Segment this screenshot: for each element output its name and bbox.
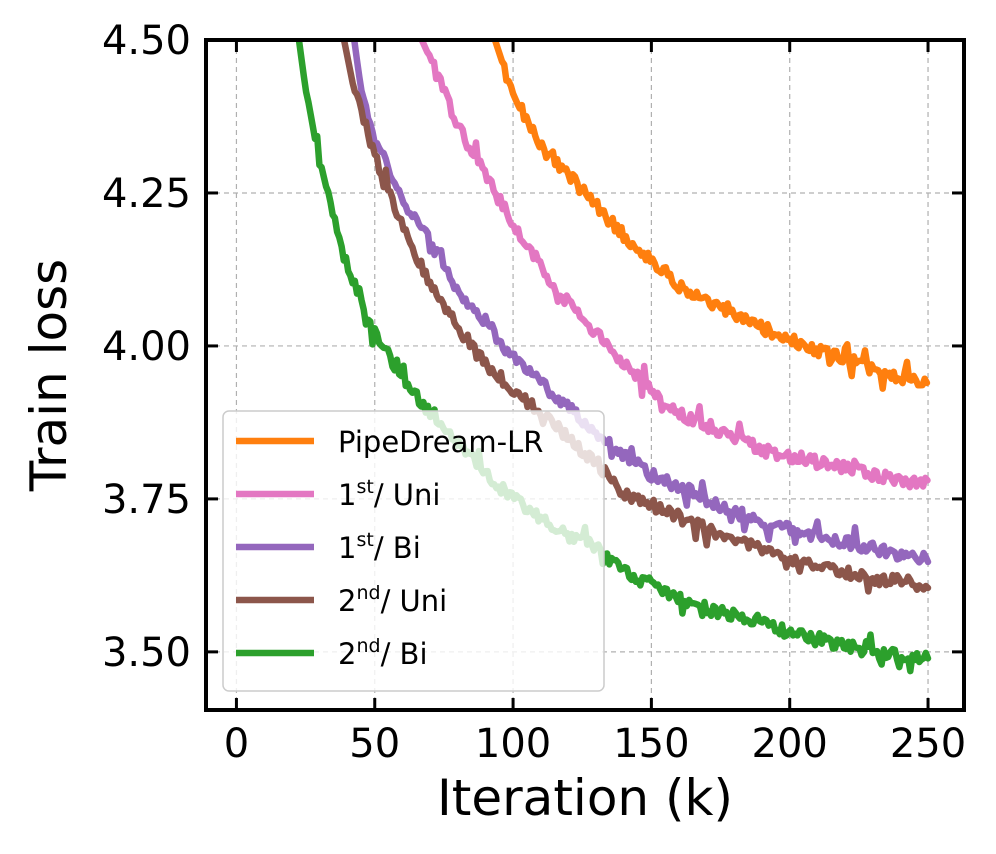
series-line-0 xyxy=(491,40,931,392)
legend-label: PipeDream-LR xyxy=(338,425,543,459)
legend: PipeDream-LR 1st/ Uni 1st/ Bi 2nd/ Uni 2nd/ … xyxy=(222,410,605,692)
x-axis-title: Iteration (k) xyxy=(437,769,733,827)
x-tick-label: 100 xyxy=(475,721,551,767)
x-tick-label: 0 xyxy=(224,721,249,767)
y-tick-label: 4.00 xyxy=(102,324,191,370)
x-tick-label: 50 xyxy=(349,721,400,767)
y-tick-label: 3.75 xyxy=(102,477,191,523)
series-lines xyxy=(295,40,932,675)
series-line-3 xyxy=(340,40,932,595)
y-tick-label: 4.25 xyxy=(102,171,191,217)
legend-label: 2nd/ Bi xyxy=(338,635,428,671)
x-tick-label: 250 xyxy=(890,721,966,767)
legend-box xyxy=(222,410,605,692)
series-line-2 xyxy=(350,40,932,566)
legend-label: 2nd/ Uni xyxy=(338,582,447,618)
y-tick-label: 3.50 xyxy=(102,630,191,676)
legend-label: 1st/ Bi xyxy=(338,529,421,565)
y-tick-label: 4.50 xyxy=(102,18,191,64)
axis-ticks: 0 50 100 150 200 250 3.50 3.75 4.00 4.25 4.50 xyxy=(102,18,966,767)
x-tick-label: 150 xyxy=(613,721,689,767)
plot-frame xyxy=(204,38,966,712)
legend-label: 1st/ Uni xyxy=(338,476,440,512)
y-axis-title: Train loss xyxy=(20,259,78,492)
series-line-1 xyxy=(418,40,931,491)
series-line-4 xyxy=(295,40,932,675)
x-tick-label: 200 xyxy=(752,721,828,767)
